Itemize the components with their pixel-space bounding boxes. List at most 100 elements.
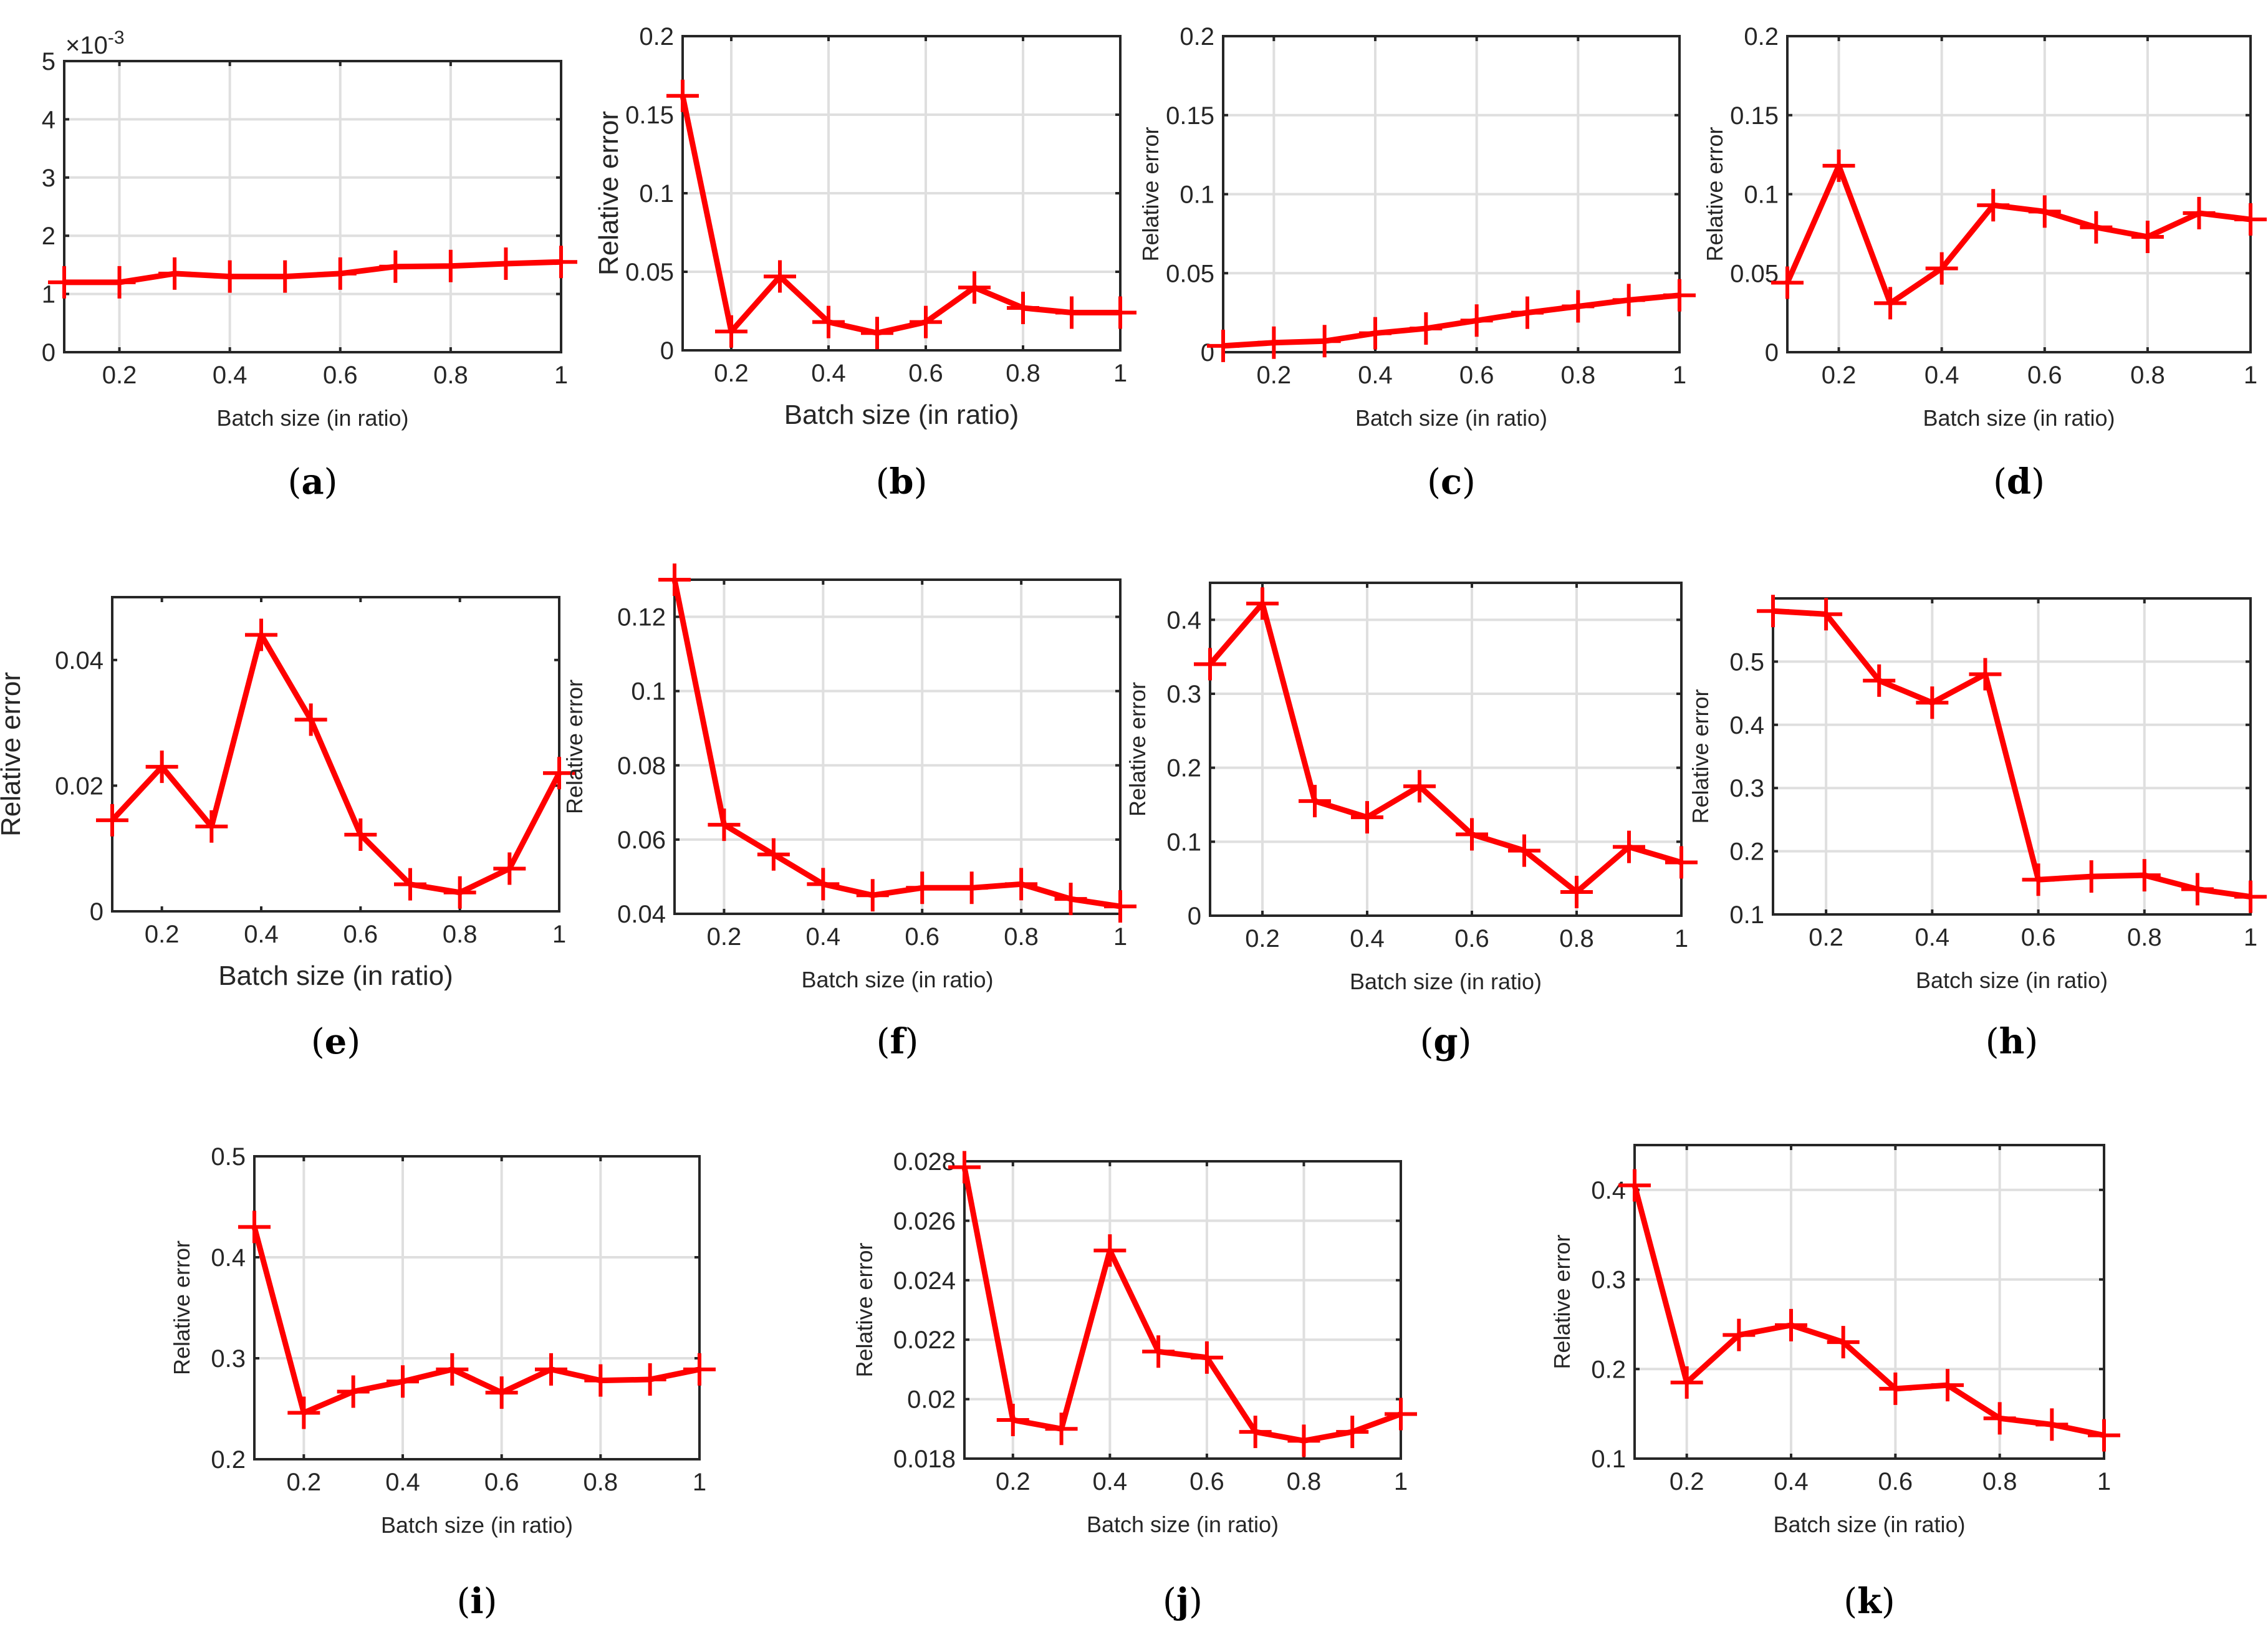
y-tick-label: 0 xyxy=(42,339,55,367)
data-point-marker xyxy=(757,838,790,871)
y-tick-label: 0.1 xyxy=(639,180,674,208)
data-point-marker xyxy=(1308,325,1341,358)
x-tick-label: 0.2 xyxy=(707,923,742,951)
series-line xyxy=(64,259,562,285)
data-point-marker xyxy=(1810,598,1843,631)
data-point-marker xyxy=(48,266,80,299)
data-point-marker xyxy=(324,257,357,290)
y-tick-label: 0 xyxy=(1188,903,1201,930)
data-point-marker xyxy=(1093,1234,1127,1267)
x-tick-label: 1 xyxy=(1113,360,1127,387)
x-tick-label: 0.8 xyxy=(1287,1468,1322,1495)
x-tick-label: 0.4 xyxy=(385,1469,420,1496)
x-tick-label: 0.2 xyxy=(102,362,137,389)
x-axis-label: Batch size (in ratio) xyxy=(1773,1512,1965,1537)
data-point-marker xyxy=(145,751,178,784)
y-tick-label: 0.04 xyxy=(617,901,666,928)
data-point-marker xyxy=(294,703,327,736)
data-point-marker xyxy=(658,564,691,596)
y-axis-label: Relative error xyxy=(169,1240,195,1375)
data-point-marker xyxy=(2088,1419,2120,1452)
y-tick-label: 0.4 xyxy=(211,1244,246,1272)
data-point-marker xyxy=(245,618,277,651)
y-tick-label: 0.2 xyxy=(211,1446,246,1474)
data-point-marker xyxy=(1045,1412,1078,1446)
y-tick-label: 0.024 xyxy=(893,1267,956,1295)
y-axis-label: Relative error xyxy=(1138,127,1163,261)
x-tick-label: 0.8 xyxy=(1559,925,1594,952)
data-point-marker xyxy=(1104,296,1136,329)
data-point-marker xyxy=(1460,304,1493,337)
data-point-marker xyxy=(213,260,246,293)
data-point-marker xyxy=(958,271,991,304)
y-tick-label: 0 xyxy=(1765,339,1779,367)
x-tick-label: 0.8 xyxy=(1982,1468,2017,1495)
data-point-marker xyxy=(2028,195,2061,228)
data-point-marker xyxy=(996,1403,1029,1436)
y-tick-label: 0.02 xyxy=(907,1386,956,1414)
data-point-marker xyxy=(1299,785,1331,818)
x-tick-label: 1 xyxy=(1675,925,1688,952)
data-point-marker xyxy=(1508,834,1540,867)
series-line xyxy=(961,1166,1402,1444)
data-point-marker xyxy=(2183,196,2216,229)
y-tick-label: 0.3 xyxy=(1591,1267,1626,1294)
data-point-marker xyxy=(1931,1369,1964,1402)
data-point-marker xyxy=(1190,1341,1223,1374)
plot-area xyxy=(1635,1145,2104,1459)
data-point-marker xyxy=(337,1375,370,1408)
panel-caption: (i) xyxy=(457,1581,497,1622)
y-tick-label: 0 xyxy=(1201,339,1214,367)
data-point-marker xyxy=(1054,883,1087,916)
y-axis-label: Relative error xyxy=(1688,689,1713,823)
y-axis-label: Relative error xyxy=(852,1242,877,1377)
data-point-marker xyxy=(1612,284,1645,317)
data-point-marker xyxy=(2128,859,2161,892)
data-point-marker xyxy=(387,1365,419,1398)
chart-d: 0.2 0.4 0.6 0.8 1 0 0.05 0.1 0.15 0.2 Batch size (… xyxy=(1702,23,2267,502)
data-point-marker xyxy=(1410,312,1443,345)
series-line xyxy=(1784,163,2251,306)
x-tick-label: 1 xyxy=(1394,1468,1408,1495)
y-axis-label: Relative error xyxy=(1125,682,1150,817)
data-point-marker xyxy=(2080,211,2113,244)
data-point-marker xyxy=(1287,1424,1320,1457)
x-tick-label: 0.6 xyxy=(1454,925,1489,952)
y-tick-label: 0.2 xyxy=(1591,1356,1626,1383)
y-axis-label: Relative error xyxy=(562,679,587,814)
data-point-marker xyxy=(158,257,191,290)
data-point-marker xyxy=(584,1364,617,1397)
x-axis-label: Batch size (in ratio) xyxy=(216,405,408,431)
data-point-marker xyxy=(287,1396,320,1429)
y-tick-label: 0.05 xyxy=(1730,260,1779,287)
x-tick-label: 0.4 xyxy=(1093,1468,1128,1495)
axes-frame xyxy=(63,60,562,353)
data-point-marker xyxy=(195,810,228,843)
chart-c: 0.2 0.4 0.6 0.8 1 0 0.05 0.1 0.15 0.2 Batch size (… xyxy=(1138,23,1696,502)
data-point-marker xyxy=(2234,203,2267,236)
plot-area xyxy=(1210,583,1681,916)
data-point-marker xyxy=(948,1151,981,1184)
plot-area xyxy=(112,597,559,911)
series-line xyxy=(1208,600,1683,895)
y-tick-label: 0.3 xyxy=(1166,681,1201,708)
x-tick-label: 0.2 xyxy=(287,1469,322,1496)
panel-caption: (k) xyxy=(1843,1581,1895,1622)
y-tick-label: 0 xyxy=(90,898,103,926)
x-tick-label: 0.4 xyxy=(244,921,279,948)
x-tick-label: 0.8 xyxy=(1004,923,1039,951)
panel-caption: (b) xyxy=(876,461,928,502)
data-point-marker xyxy=(1916,686,1949,719)
y-tick-label: 0.1 xyxy=(1744,181,1779,209)
y-tick-label: 0 xyxy=(660,337,674,365)
plot-area xyxy=(964,1161,1401,1459)
plot-area xyxy=(64,61,561,352)
panel-caption: (d) xyxy=(1993,461,2045,502)
x-tick-label: 0.8 xyxy=(433,362,468,389)
y-tick-label: 0.06 xyxy=(617,827,666,854)
data-point-marker xyxy=(1663,279,1696,312)
y-tick-label: 0.15 xyxy=(625,102,674,129)
x-axis-label: Batch size (in ratio) xyxy=(1087,1512,1279,1537)
chart-e: 0.2 0.4 0.6 0.8 1 0 0.02 0.04 Batch size (in rat… xyxy=(0,596,575,1062)
data-point-marker xyxy=(1977,189,2010,222)
